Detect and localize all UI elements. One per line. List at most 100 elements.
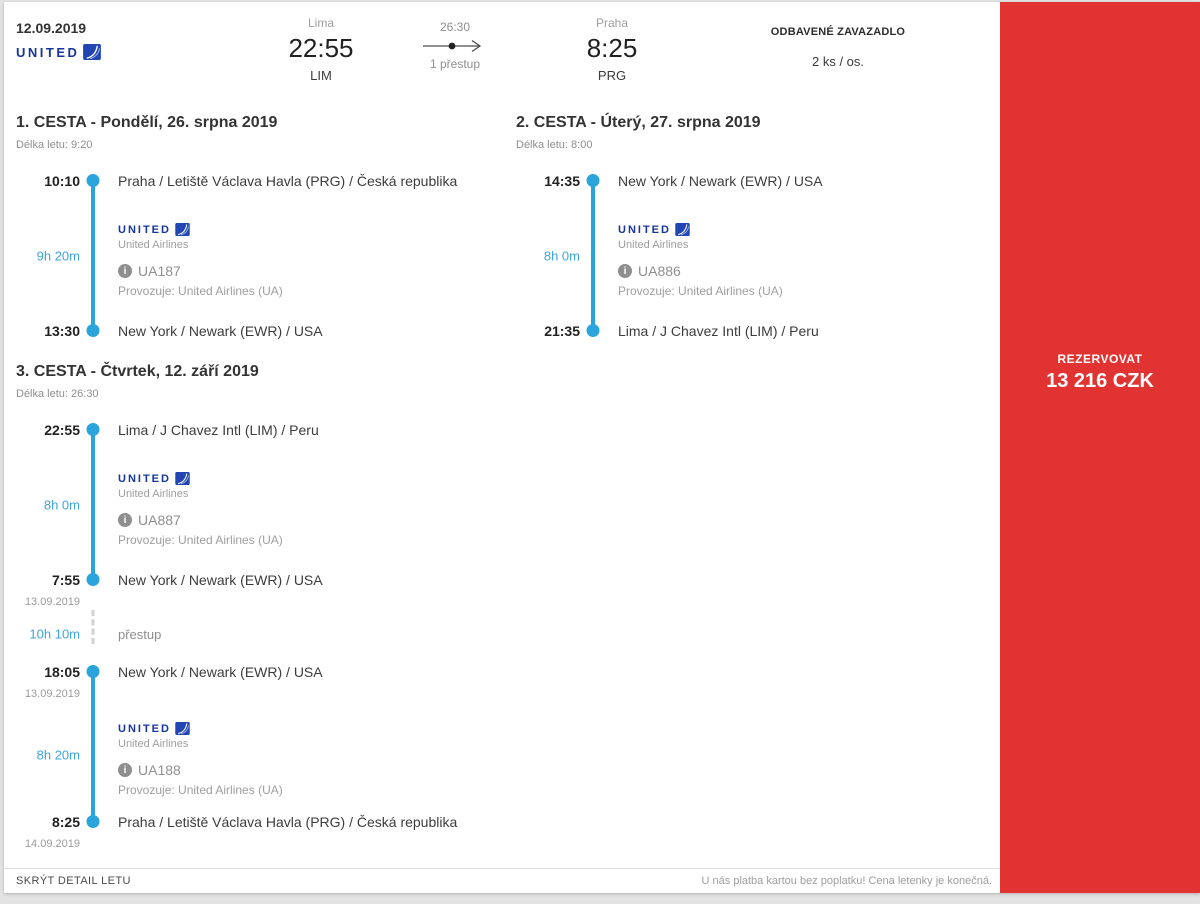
info-icon[interactable]: i bbox=[118, 513, 132, 527]
united-logo: UNITED bbox=[118, 472, 516, 485]
airline-name: United Airlines bbox=[118, 488, 189, 500]
info-icon[interactable]: i bbox=[118, 264, 132, 278]
baggage-value: 2 ks / os. bbox=[811, 54, 865, 69]
flight-number: UA187 bbox=[138, 263, 181, 279]
arrival-time: 8:25 bbox=[586, 33, 638, 63]
station-name: Lima / J Chavez Intl (LIM) / Peru bbox=[618, 323, 819, 339]
station-name: Praha / Letiště Václava Havla (PRG) / Če… bbox=[118, 814, 458, 830]
united-logo-text: UNITED bbox=[118, 722, 171, 735]
flight-row: 8h 20m UNITED United Airlines i bbox=[16, 672, 516, 822]
departure-time: 22:55 bbox=[288, 33, 354, 63]
station-time: 14:35 bbox=[544, 173, 580, 189]
station-time: 10:10 bbox=[44, 173, 80, 189]
united-logo: UNITED bbox=[118, 223, 516, 236]
reserve-label: REZERVOVAT bbox=[1057, 352, 1143, 366]
flight-row: 8h 0m UNITED United Airlines i bbox=[16, 430, 516, 580]
timeline-dot bbox=[86, 423, 100, 436]
flight-number: UA188 bbox=[138, 762, 181, 778]
journey-title: 3. CESTA - Čtvrtek, 12. září 2019 bbox=[16, 363, 259, 380]
station-row: 22:55 Lima / J Chavez Intl (LIM) / Peru bbox=[16, 416, 516, 444]
station-date: 13.09.2019 bbox=[24, 596, 80, 608]
timeline-line bbox=[91, 181, 95, 331]
layover-row: 10h 10m přestup bbox=[16, 610, 516, 658]
timeline-dashed-line bbox=[91, 610, 95, 644]
timeline-dot bbox=[86, 665, 100, 678]
flight-duration: 8h 0m bbox=[543, 248, 580, 264]
united-globe-icon bbox=[175, 722, 190, 735]
united-logo-text: UNITED bbox=[618, 223, 671, 236]
header-left-block: 12.09.2019 UNITED bbox=[16, 20, 102, 60]
station-row: 7:55 13.09.2019 New York / Newark (EWR) … bbox=[16, 566, 516, 610]
station-date: 14.09.2019 bbox=[24, 838, 80, 850]
timeline-line bbox=[91, 672, 95, 822]
departure-airport-code: LIM bbox=[310, 68, 332, 83]
itinerary-date: 12.09.2019 bbox=[16, 20, 87, 36]
journeys-column-right: 2. CESTA - Úterý, 27. srpna 2019 Délka l… bbox=[516, 114, 1000, 852]
timeline-line bbox=[91, 430, 95, 580]
flight-offer-card: 12.09.2019 UNITED Lima 22:55 LIM 26:30 bbox=[4, 2, 1200, 893]
journey-duration-label: Délka letu: 8:00 bbox=[516, 139, 593, 151]
united-globe-icon bbox=[175, 223, 190, 236]
operated-by: Provozuje: United Airlines (UA) bbox=[118, 284, 283, 298]
journey-3: 3. CESTA - Čtvrtek, 12. září 2019 Délka … bbox=[16, 363, 516, 852]
station-time: 21:35 bbox=[544, 323, 580, 339]
price-value: 13 216 CZK bbox=[1046, 370, 1154, 392]
timeline-dot bbox=[86, 324, 100, 337]
flight-row: 9h 20m UNITED United Airlines i bbox=[16, 181, 516, 331]
journey-title: 2. CESTA - Úterý, 27. srpna 2019 bbox=[516, 114, 761, 131]
united-logo: UNITED bbox=[618, 223, 1000, 236]
flight-detail-main: 12.09.2019 UNITED Lima 22:55 LIM 26:30 bbox=[4, 2, 1000, 893]
journey-1: 1. CESTA - Pondělí, 26. srpna 2019 Délka… bbox=[16, 114, 516, 345]
info-icon[interactable]: i bbox=[118, 763, 132, 777]
itinerary-summary-header: 12.09.2019 UNITED Lima 22:55 LIM 26:30 bbox=[4, 2, 1000, 98]
united-globe-icon bbox=[175, 472, 190, 485]
timeline-dot bbox=[86, 815, 100, 828]
flight-duration: 8h 20m bbox=[36, 747, 80, 763]
flight-duration: 9h 20m bbox=[36, 248, 80, 264]
station-row: 10:10 Praha / Letiště Václava Havla (PRG… bbox=[16, 167, 516, 195]
info-icon[interactable]: i bbox=[618, 264, 632, 278]
station-row: 21:35 Lima / J Chavez Intl (LIM) / Peru bbox=[516, 317, 1000, 345]
station-time: 7:55 bbox=[51, 572, 80, 588]
stops-count: 1 přestup bbox=[429, 57, 481, 71]
flight-number: UA887 bbox=[138, 512, 181, 528]
station-time: 8:25 bbox=[51, 814, 80, 830]
hide-flight-detail-link[interactable]: SKRÝT DETAIL LETU bbox=[16, 875, 131, 887]
flight-duration: 8h 0m bbox=[43, 497, 80, 513]
station-name: New York / Newark (EWR) / USA bbox=[618, 173, 823, 189]
flight-row: 8h 0m UNITED United Airlines i bbox=[516, 181, 1000, 331]
reserve-text-block: REZERVOVAT 13 216 CZK bbox=[1000, 352, 1200, 393]
airline-name: United Airlines bbox=[118, 239, 189, 251]
station-name: New York / Newark (EWR) / USA bbox=[118, 323, 323, 339]
operated-by: Provozuje: United Airlines (UA) bbox=[118, 783, 283, 797]
operated-by: Provozuje: United Airlines (UA) bbox=[618, 284, 783, 298]
arrival-airport-code: PRG bbox=[597, 68, 627, 83]
journey-duration-label: Délka letu: 9:20 bbox=[16, 139, 93, 151]
timeline-dot bbox=[86, 174, 100, 187]
departure-city: Lima bbox=[307, 16, 334, 30]
detail-footer-bar: SKRÝT DETAIL LETU U nás platba kartou be… bbox=[4, 868, 1000, 893]
layover-label: přestup bbox=[118, 626, 162, 642]
station-name: New York / Newark (EWR) / USA bbox=[118, 572, 323, 588]
station-name: Lima / J Chavez Intl (LIM) / Peru bbox=[118, 422, 319, 438]
arrival-city: Praha bbox=[595, 16, 629, 30]
reserve-button[interactable]: REZERVOVAT 13 216 CZK bbox=[1000, 2, 1200, 893]
timeline-dot bbox=[586, 174, 600, 187]
timeline-dot bbox=[86, 573, 100, 586]
station-time: 13:30 bbox=[44, 323, 80, 339]
station-date: 13.09.2019 bbox=[24, 688, 80, 700]
united-globe-icon bbox=[83, 44, 102, 60]
operated-by: Provozuje: United Airlines (UA) bbox=[118, 533, 283, 547]
station-name: New York / Newark (EWR) / USA bbox=[118, 664, 323, 680]
journeys-content: 1. CESTA - Pondělí, 26. srpna 2019 Délka… bbox=[4, 98, 1000, 852]
station-time: 18:05 bbox=[44, 664, 80, 680]
route-arrow-icon bbox=[423, 40, 482, 52]
airline-name: United Airlines bbox=[118, 738, 189, 750]
flight-number: UA886 bbox=[638, 263, 681, 279]
station-time: 22:55 bbox=[44, 422, 80, 438]
united-logo: UNITED bbox=[118, 722, 516, 735]
total-duration: 26:30 bbox=[439, 20, 471, 34]
journey-title: 1. CESTA - Pondělí, 26. srpna 2019 bbox=[16, 114, 278, 131]
united-logo: UNITED bbox=[16, 44, 102, 60]
